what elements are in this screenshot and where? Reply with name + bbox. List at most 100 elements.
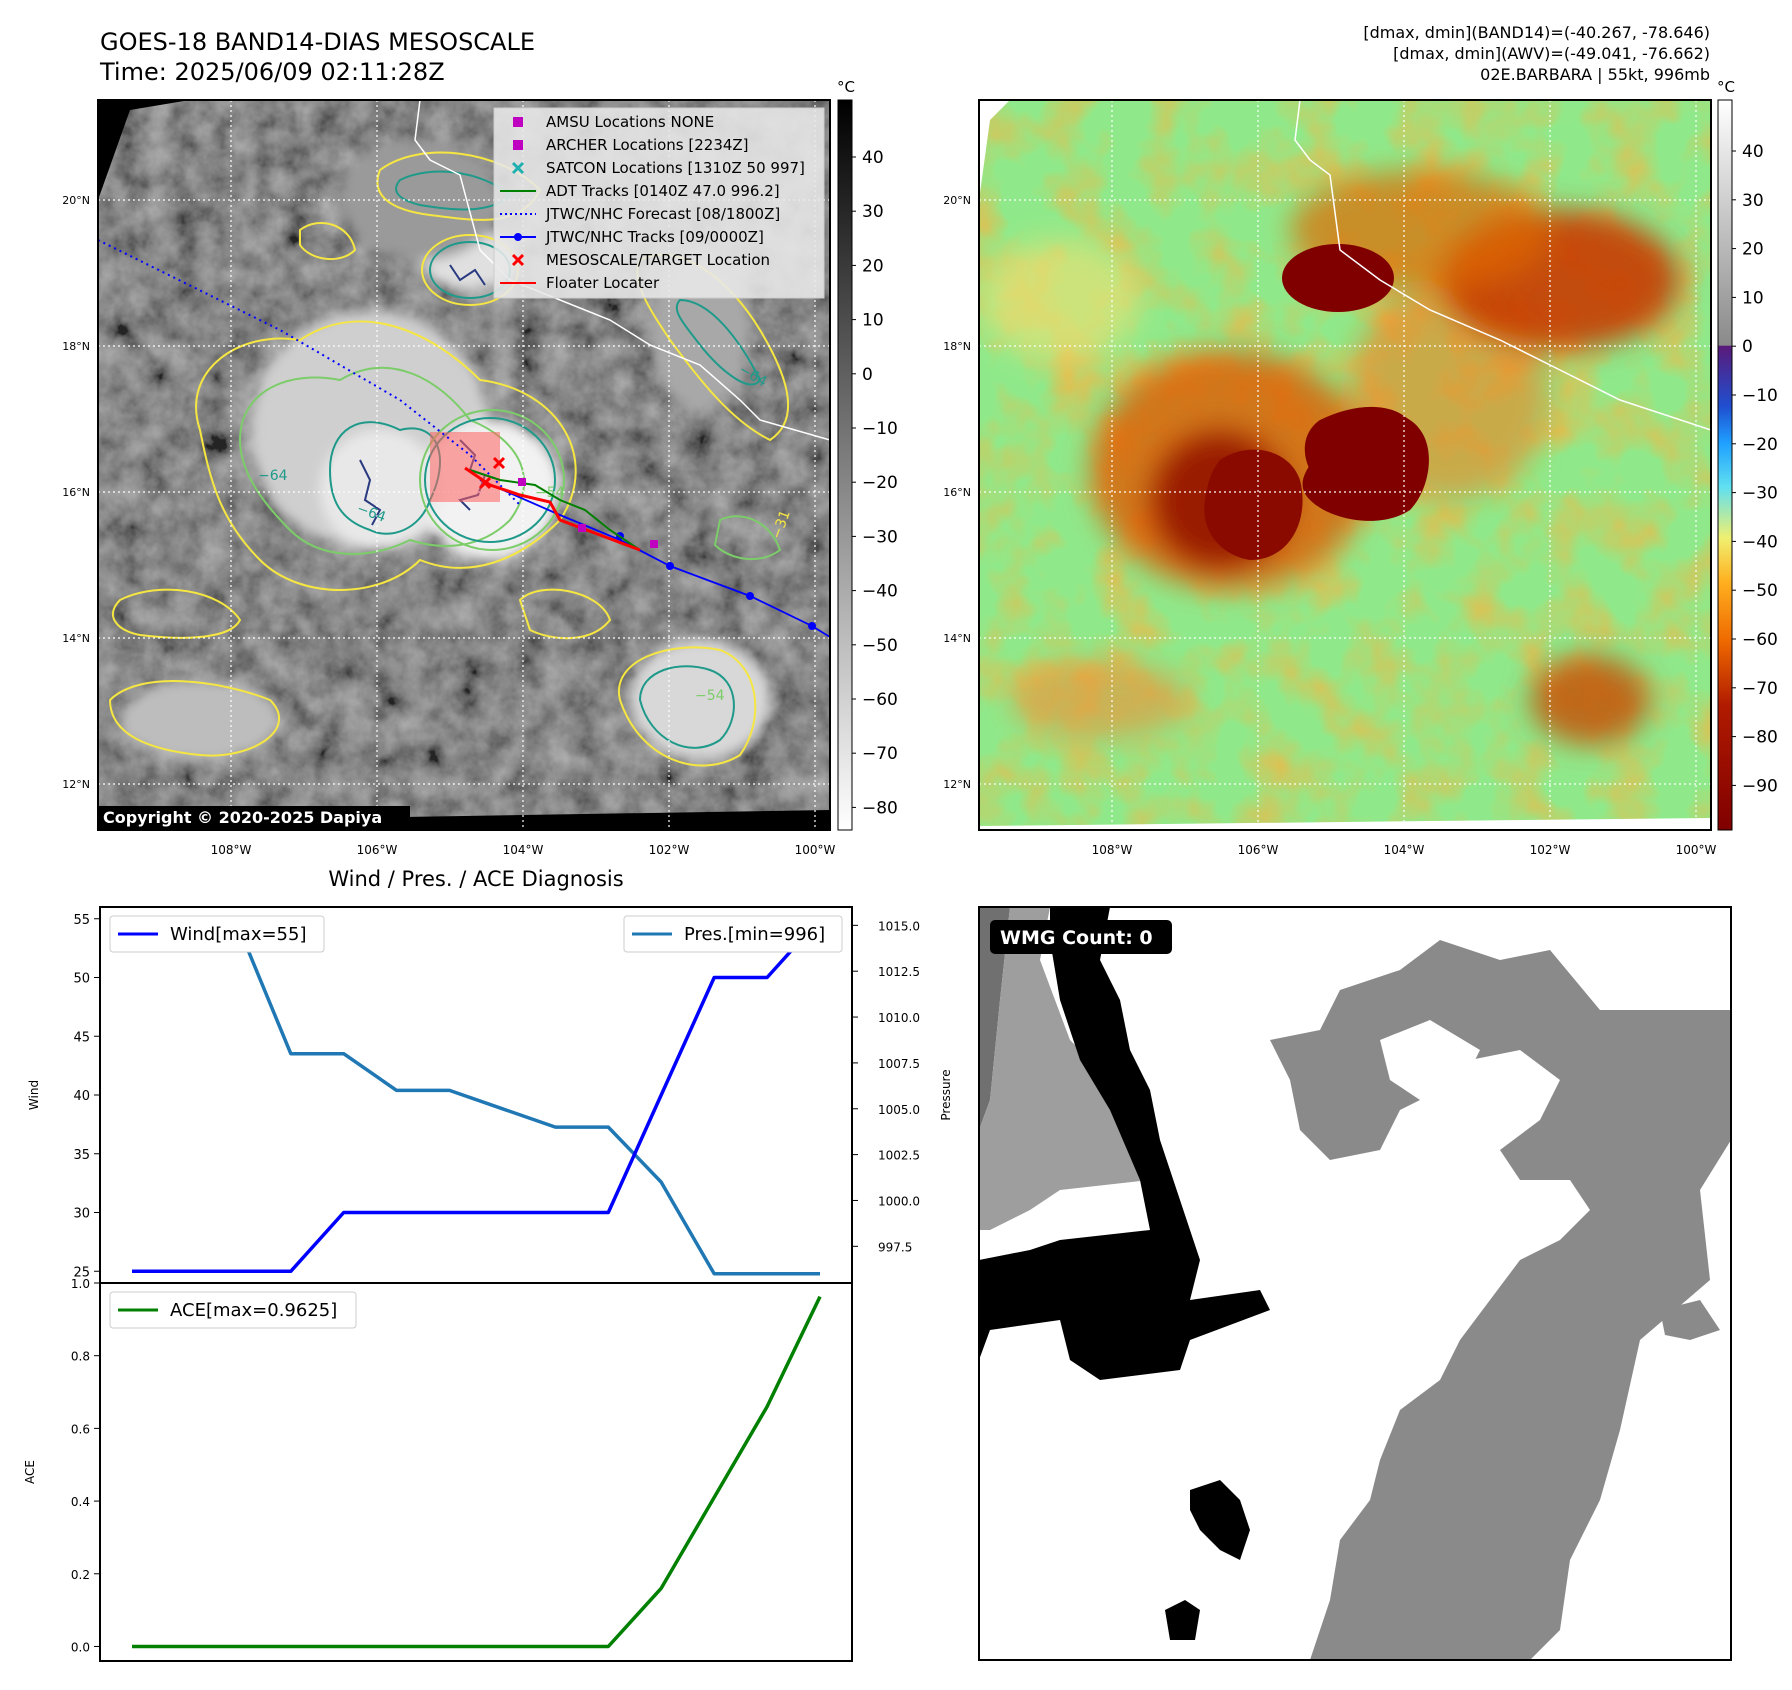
colorbar-tick-label: 10 [1742,288,1764,308]
colorbar-tick-label: 10 [862,311,884,331]
colorbar-tick-label: −10 [862,419,898,439]
ace-legend: ACE[max=0.9625] [109,1291,357,1329]
awv-panel: 20°N 18°N 16°N 14°N 12°N 108°W 106°W 104°W 102°… [943,78,1778,857]
wmg-panel: WMG Count: 0 [978,906,1732,1661]
archer-location-marker [518,478,526,486]
ir-legend-box [493,107,825,299]
colorbar-tick-label: −90 [1742,776,1778,796]
wmg-class-white-gap [1380,1020,1480,1100]
ace-tick-label: 0.2 [71,1568,90,1582]
wind-axis-ticks: 55 50 45 40 35 30 25 [73,913,100,1280]
ir-lat-ticks: 20°N 18°N 16°N 14°N 12°N [62,194,90,791]
lon-tick-label: 100°W [795,843,836,857]
colorbar-tick-label: −20 [862,473,898,493]
stats-awv: [dmax, dmin](AWV)=(-49.041, -76.662) [1393,44,1710,63]
wind-series-line [132,917,822,1274]
ir-map-frame [97,99,831,831]
awv-lat-ticks: 20°N 18°N 16°N 14°N 12°N [943,194,971,791]
pressure-tick-label: 997.5 [878,1240,912,1254]
ir-panel: −64 −54 −31 −64 −54 −64 [62,78,898,857]
legend-label: JTWC/NHC Forecast [08/1800Z] [545,205,780,223]
ir-legend: AMSU Locations NONE ARCHER Locations [223… [493,107,825,299]
lat-tick-label: 14°N [943,632,971,645]
colorbar-tick-label: 40 [1742,142,1764,162]
legend-label: JTWC/NHC Tracks [09/0000Z] [545,228,764,246]
colorbar-tick-label: −40 [1742,532,1778,552]
wmg-class-black [1190,1480,1250,1560]
lon-tick-label: 106°W [1238,843,1279,857]
ace-axes [99,1282,853,1662]
awv-coastline [1294,100,1711,431]
legend-marker-x [511,253,525,267]
colorbar-tick-label: 20 [1742,240,1764,260]
colorbar-tick-label: −20 [1742,435,1778,455]
colorbar-tick-label: −50 [862,636,898,656]
colorbar-tick-label: 30 [862,202,884,222]
floater-box [430,432,500,502]
archer-location-marker [650,540,658,548]
colorbar-tick-label: −30 [1742,484,1778,504]
figure-time: Time: 2025/06/09 02:11:28Z [99,58,445,86]
ace-tick-label: 0.8 [71,1350,90,1364]
colorbar-tick-label: −80 [1742,728,1778,748]
copyright-text: Copyright © 2020-2025 Dapiya [103,808,382,827]
awv-deep-convection [1204,449,1303,560]
ir-coastline [414,100,830,441]
legend-label: ARCHER Locations [2234Z] [546,136,749,154]
colorbar-tick-label: −30 [862,527,898,547]
archer-location-marker [578,524,586,532]
colorbar-tick-label: −50 [1742,581,1778,601]
wmg-badge: WMG Count: 0 [1000,927,1153,949]
colorbar-tick-label: −70 [862,744,898,764]
colorbar-tick-label: 40 [862,148,884,168]
ace-tick-label: 1.0 [71,1277,90,1291]
lat-tick-label: 20°N [943,194,971,207]
wind-tick-label: 30 [73,1207,90,1222]
wmg-class-black [1165,1600,1200,1640]
pressure-tick-label: 1012.5 [878,965,920,979]
ir-lon-ticks: 108°W 106°W 104°W 102°W 100°W [211,843,836,857]
pressure-tick-label: 1015.0 [878,919,920,933]
jtwc-track-point [746,592,754,600]
copyright-box [98,806,410,828]
legend-label: SATCON Locations [1310Z 50 997] [546,159,805,177]
pressure-tick-label: 1010.0 [878,1011,920,1025]
floater-track-line [464,466,641,552]
colorbar-tick-label: −80 [862,798,898,818]
legend-label: AMSU Locations NONE [546,113,714,131]
wmg-class-midgray [1270,940,1731,1660]
legend-marker-square [513,140,523,150]
lon-tick-label: 104°W [1384,843,1425,857]
wmg-class-black [979,907,1270,1380]
lon-tick-label: 104°W [503,843,544,857]
ace-tick-label: 0.6 [71,1422,90,1436]
legend-label: MESOSCALE/TARGET Location [546,251,770,269]
wind-tick-label: 25 [73,1265,90,1280]
colorbar-tick-label: −60 [862,690,898,710]
figure-title: GOES-18 BAND14-DIAS MESOSCALE [100,28,535,56]
colorbar-tick-label: 20 [862,256,884,276]
lon-tick-label: 100°W [1676,843,1717,857]
pressure-legend: Pres.[min=996] [623,915,843,953]
ace-axis-ticks: 1.0 0.8 0.6 0.4 0.2 0.0 [71,1277,100,1654]
wind-tick-label: 40 [73,1089,90,1104]
wind-tick-label: 35 [73,1148,90,1163]
awv-gridlines [979,100,1711,830]
awv-colorbar [1717,99,1733,831]
diagnosis-title: Wind / Pres. / ACE Diagnosis [328,867,623,891]
adt-track-line [469,469,641,551]
lat-tick-label: 18°N [943,340,971,353]
lat-tick-label: 20°N [62,194,90,207]
pressure-tick-label: 1007.5 [878,1057,920,1071]
colorbar-tick-label: 0 [862,365,873,385]
awv-deep-convection [1282,244,1394,312]
ir-colorbar [837,99,853,831]
legend-marker-dot [514,233,522,241]
wmg-class-white-gap [1600,1470,1680,1560]
pressure-tick-label: 1000.0 [878,1194,920,1208]
pressure-tick-label: 1005.0 [878,1103,920,1117]
contour-label: −54 [695,688,725,704]
wind-axis-label: Wind [27,1080,41,1110]
legend-label: Floater Locater [546,274,660,292]
